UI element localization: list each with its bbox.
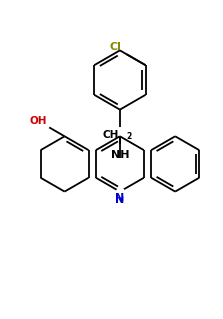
Text: CH: CH [103, 130, 119, 140]
Text: N: N [115, 195, 124, 204]
Text: NH: NH [111, 150, 129, 160]
Text: OH: OH [30, 116, 47, 126]
Text: Cl: Cl [110, 42, 122, 52]
Text: N: N [115, 193, 124, 203]
Text: 2: 2 [127, 132, 132, 141]
